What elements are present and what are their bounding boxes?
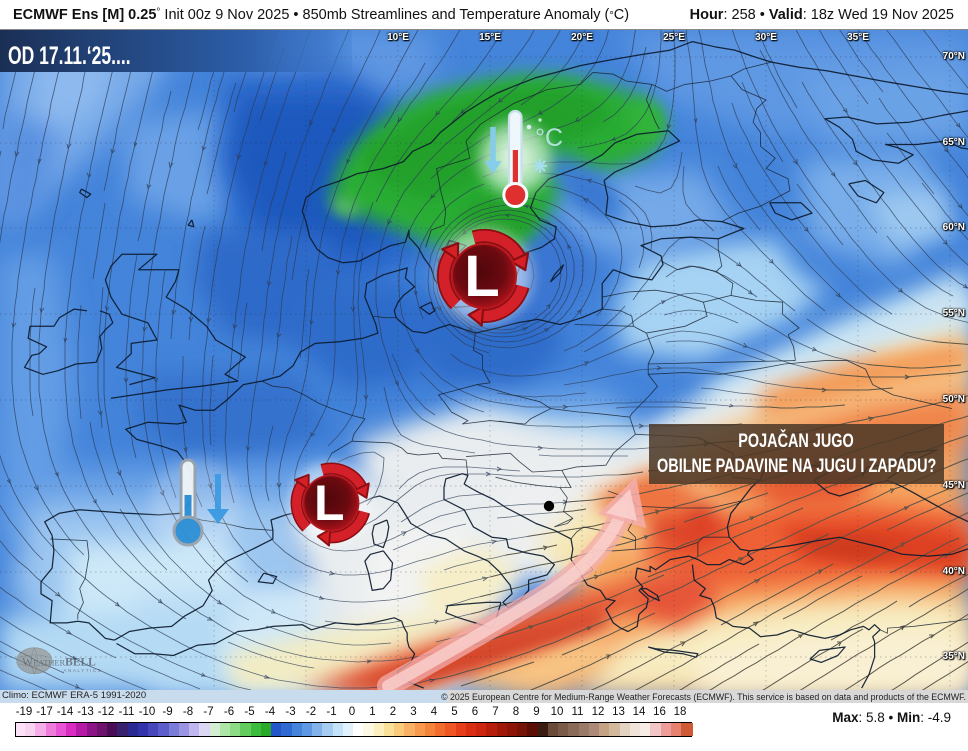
svg-text:L: L — [464, 244, 499, 309]
svg-text:L: L — [314, 475, 344, 531]
svg-text:°C: °C — [535, 124, 563, 152]
svg-text:ANALYTICS: ANALYTICS — [63, 668, 102, 673]
svg-text:WEATHERBELL: WEATHERBELL — [22, 656, 96, 668]
